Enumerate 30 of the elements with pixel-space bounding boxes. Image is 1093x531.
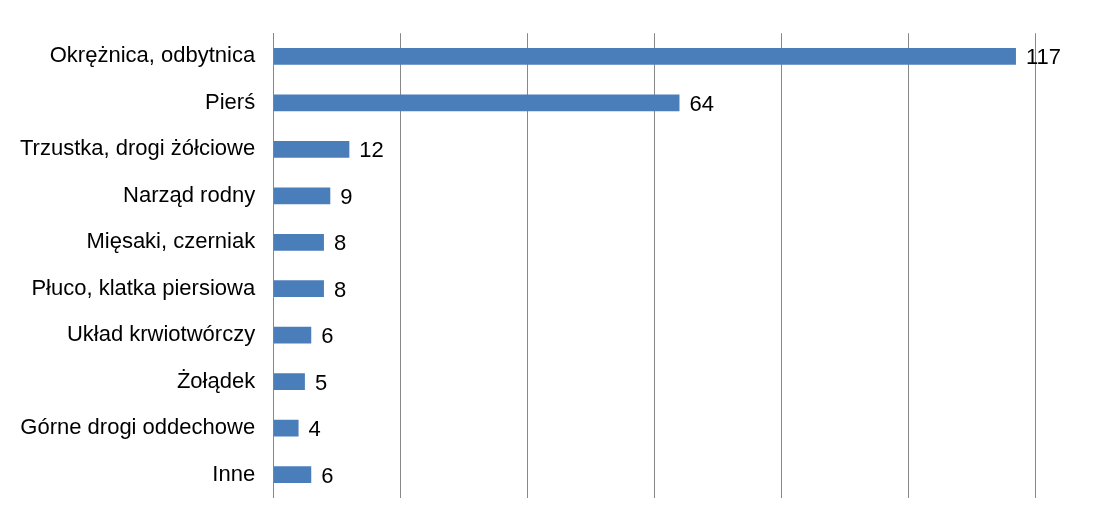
bar	[273, 187, 331, 205]
y-tick-label: Górne drogi oddechowe	[20, 414, 256, 440]
data-label: 4	[308, 416, 321, 442]
y-tick-label: Układ krwiotwórczy	[66, 321, 256, 347]
data-label: 8	[333, 230, 347, 256]
bar	[273, 233, 324, 251]
data-label: 6	[321, 462, 334, 488]
y-tick-label: Trzustka, drogi żółciowe	[19, 135, 256, 161]
bar	[273, 48, 1016, 65]
y-tick-label: Okrężnica, odbytnica	[49, 42, 256, 68]
bar	[273, 466, 312, 483]
y-tick-label: Narząd rodny	[123, 181, 256, 207]
data-label: 8	[333, 276, 347, 302]
bar	[273, 419, 299, 437]
data-label: 117	[1025, 44, 1062, 70]
bar	[273, 280, 324, 298]
y-tick-label: Pierś	[205, 88, 256, 114]
bar	[273, 373, 305, 391]
y-tick-label: Inne	[212, 460, 256, 486]
bar	[273, 326, 312, 344]
y-tick-label: Płuco, klatka piersiowa	[31, 274, 256, 300]
y-tick-label: Żołądek	[176, 367, 257, 393]
y-tick-label: Mięsaki, czerniak	[86, 228, 257, 254]
bar	[273, 140, 350, 158]
data-label: 9	[340, 183, 353, 209]
data-label: 5	[314, 369, 328, 395]
data-label: 64	[689, 90, 714, 116]
data-label: 6	[321, 323, 334, 349]
bar	[273, 94, 680, 112]
data-label: 12	[359, 137, 384, 163]
